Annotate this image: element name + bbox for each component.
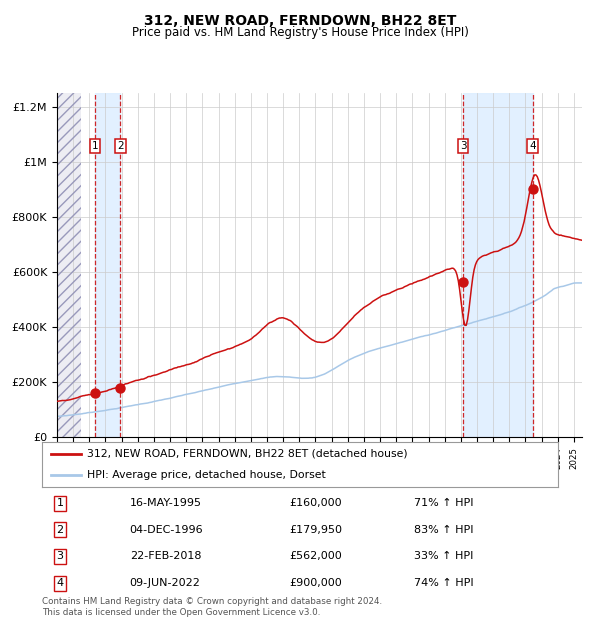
Text: 4: 4 <box>56 578 64 588</box>
Bar <box>57 93 81 437</box>
Text: 3: 3 <box>56 551 64 562</box>
Text: 74% ↑ HPI: 74% ↑ HPI <box>413 578 473 588</box>
Text: 1: 1 <box>56 498 64 508</box>
Text: 312, NEW ROAD, FERNDOWN, BH22 8ET: 312, NEW ROAD, FERNDOWN, BH22 8ET <box>144 14 456 28</box>
Text: £562,000: £562,000 <box>290 551 343 562</box>
Text: 16-MAY-1995: 16-MAY-1995 <box>130 498 202 508</box>
Text: Contains HM Land Registry data © Crown copyright and database right 2024.
This d: Contains HM Land Registry data © Crown c… <box>42 598 382 617</box>
Text: 1: 1 <box>92 141 98 151</box>
Text: HPI: Average price, detached house, Dorset: HPI: Average price, detached house, Dors… <box>88 470 326 480</box>
Text: 4: 4 <box>529 141 536 151</box>
Text: £900,000: £900,000 <box>290 578 343 588</box>
Text: £179,950: £179,950 <box>290 525 343 535</box>
Text: 71% ↑ HPI: 71% ↑ HPI <box>413 498 473 508</box>
Text: Price paid vs. HM Land Registry's House Price Index (HPI): Price paid vs. HM Land Registry's House … <box>131 26 469 39</box>
Text: 09-JUN-2022: 09-JUN-2022 <box>130 578 200 588</box>
Text: 22-FEB-2018: 22-FEB-2018 <box>130 551 201 562</box>
Text: 3: 3 <box>460 141 466 151</box>
Text: 83% ↑ HPI: 83% ↑ HPI <box>413 525 473 535</box>
Text: £160,000: £160,000 <box>290 498 343 508</box>
Text: 2: 2 <box>56 525 64 535</box>
Bar <box>95 93 121 437</box>
Text: 04-DEC-1996: 04-DEC-1996 <box>130 525 203 535</box>
Bar <box>463 93 533 437</box>
Text: 2: 2 <box>117 141 124 151</box>
Text: 33% ↑ HPI: 33% ↑ HPI <box>413 551 473 562</box>
Bar <box>57 93 81 437</box>
Text: 312, NEW ROAD, FERNDOWN, BH22 8ET (detached house): 312, NEW ROAD, FERNDOWN, BH22 8ET (detac… <box>88 449 408 459</box>
